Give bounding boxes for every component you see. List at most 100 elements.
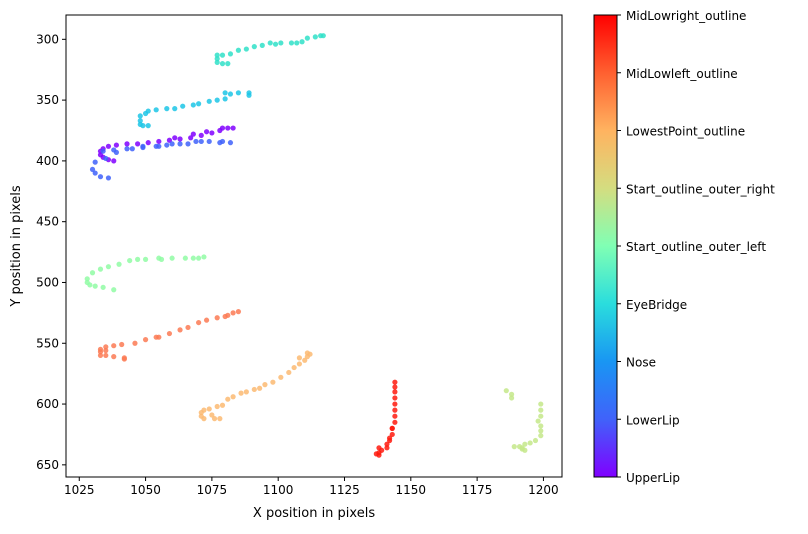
data-point [169,255,175,261]
data-point [389,431,395,438]
data-point [135,141,141,147]
data-point [222,313,228,320]
data-point [227,91,234,97]
colorbar [593,14,618,478]
data-point [230,125,236,131]
data-point [384,445,390,451]
data-point [92,283,98,289]
data-point [278,374,284,380]
data-point [214,52,220,58]
data-point [509,391,515,397]
data-point [259,42,265,48]
data-point [538,413,544,419]
series-7 [97,309,242,362]
data-point [251,386,257,393]
data-point [97,152,104,158]
data-point [286,369,292,376]
data-point [190,255,196,261]
plot-area [66,15,562,477]
data-point [127,257,133,264]
data-point [190,102,196,108]
data-point [251,44,257,50]
data-point [145,123,151,129]
data-point [156,143,162,149]
data-point [272,41,279,47]
series-1 [89,138,234,181]
colorbar-label: UpperLip [626,471,680,485]
data-point [145,108,151,114]
data-point [153,107,159,113]
series-6 [198,350,313,422]
data-point [119,341,125,348]
data-point [238,390,244,396]
data-point [230,394,236,400]
data-point [142,256,149,262]
y-tick-label: 350 [36,93,59,107]
colorbar-label: MidLowleft_outline [626,67,738,81]
data-point [124,141,130,147]
data-point [190,131,196,137]
data-point [527,440,533,446]
data-point [92,170,98,176]
data-point [203,129,210,135]
series-8 [373,379,398,458]
data-point [103,344,109,350]
data-point [111,354,117,360]
data-point [214,315,220,321]
data-point [304,350,310,356]
data-point [209,412,215,418]
y-tick-label: 500 [36,275,59,289]
data-point [214,56,220,62]
data-point [89,166,96,173]
data-point [219,61,226,67]
series-0 [97,125,236,164]
data-point [164,142,170,148]
data-point [219,402,226,408]
data-point [201,416,207,422]
data-point [201,254,207,260]
x-tick-label: 1100 [263,483,294,497]
data-point [140,144,146,151]
data-point [214,59,220,66]
data-point [196,255,202,261]
data-point [291,364,297,371]
data-point [84,279,90,286]
data-point [198,138,204,145]
series-2 [137,90,252,129]
data-point [235,90,242,96]
colorbar-label: EyeBridge [626,298,687,312]
data-point [538,401,544,407]
data-point [389,425,395,431]
x-tick-label: 1175 [462,483,493,497]
data-point [214,97,220,103]
x-tick-label: 1125 [329,483,360,497]
y-tick-label: 650 [36,458,59,472]
data-point [188,135,194,141]
y-axis-ticks: 300 350 400 450 500 550 600 650 [36,32,66,472]
data-point [270,379,276,385]
data-point [113,142,119,148]
y-tick-label: 550 [36,336,59,350]
data-point [296,355,303,361]
data-point [304,35,310,41]
data-point [243,389,249,395]
data-point [137,118,143,124]
data-point [538,428,544,434]
data-point [262,382,268,388]
y-tick-label: 600 [36,397,59,411]
data-point [225,396,231,402]
x-tick-label: 1150 [396,483,427,497]
data-point [243,46,249,52]
data-point [503,388,509,394]
data-point [294,40,300,46]
data-point [105,143,112,149]
data-point [206,138,212,145]
data-point [392,395,398,401]
data-point [135,256,141,262]
data-point [196,319,202,326]
colorbar-label: MidLowright_outline [626,9,746,23]
data-point [153,334,159,340]
data-point [129,146,135,152]
data-point [209,130,215,136]
data-point [84,276,90,282]
